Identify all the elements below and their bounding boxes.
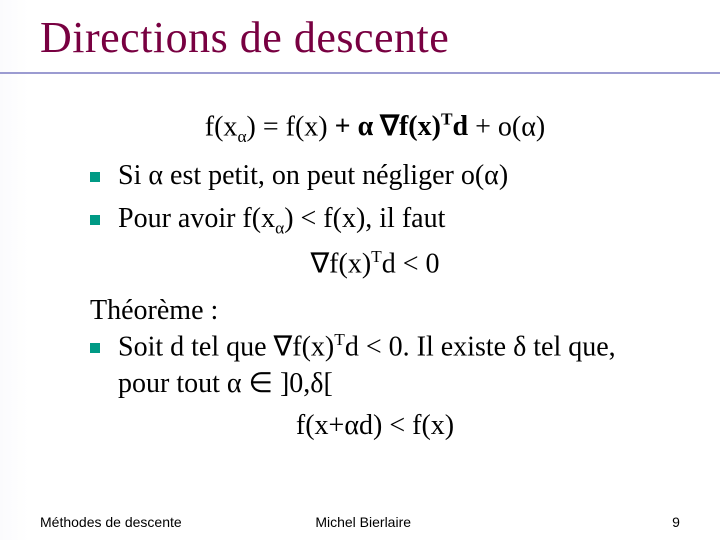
bullet-icon xyxy=(90,215,100,225)
bullet-2-text: Pour avoir f(xα) < f(x), il faut xyxy=(118,201,660,240)
bullet-1: Si α est petit, on peut négliger o(α) xyxy=(90,158,660,194)
title-underline xyxy=(0,72,720,74)
equation-mid: ∇f(x)Td < 0 xyxy=(90,246,660,283)
footer-page: 9 xyxy=(469,514,680,530)
bullet-icon xyxy=(90,343,100,353)
slide-body: f(xα) = f(x) + α ∇f(x)Td + o(α) Si α est… xyxy=(40,109,680,445)
theorem-bullet: Soit d tel que ∇f(x)Td < 0. Il existe δ … xyxy=(90,329,660,402)
equation-bottom: f(x+αd) < f(x) xyxy=(90,408,660,444)
equation-top: f(xα) = f(x) + α ∇f(x)Td + o(α) xyxy=(90,109,660,148)
slide-title: Directions de descente xyxy=(40,12,680,63)
bullet-2: Pour avoir f(xα) < f(x), il faut xyxy=(90,201,660,240)
theorem-bullet-text: Soit d tel que ∇f(x)Td < 0. Il existe δ … xyxy=(118,329,660,402)
theorem-label: Théorème : xyxy=(90,293,660,329)
footer-left: Méthodes de descente xyxy=(40,514,258,530)
footer: Méthodes de descente Michel Bierlaire 9 xyxy=(0,514,720,530)
bullet-1-text: Si α est petit, on peut négliger o(α) xyxy=(118,158,660,194)
bullet-icon xyxy=(90,172,100,182)
footer-center: Michel Bierlaire xyxy=(258,514,469,530)
